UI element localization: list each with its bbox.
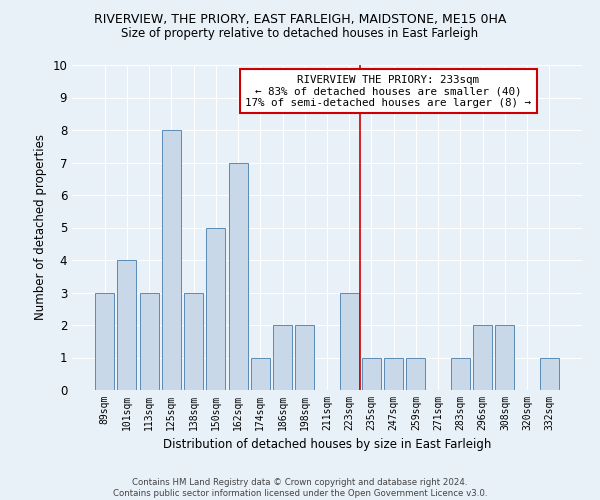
Text: RIVERVIEW, THE PRIORY, EAST FARLEIGH, MAIDSTONE, ME15 0HA: RIVERVIEW, THE PRIORY, EAST FARLEIGH, MA… bbox=[94, 12, 506, 26]
Bar bbox=[496, 325, 514, 390]
Bar bbox=[251, 358, 270, 390]
Bar bbox=[206, 228, 225, 390]
Bar bbox=[229, 162, 248, 390]
Bar bbox=[95, 292, 114, 390]
Bar bbox=[540, 358, 559, 390]
Bar bbox=[406, 358, 425, 390]
Bar bbox=[273, 325, 292, 390]
Text: Contains HM Land Registry data © Crown copyright and database right 2024.
Contai: Contains HM Land Registry data © Crown c… bbox=[113, 478, 487, 498]
Y-axis label: Number of detached properties: Number of detached properties bbox=[34, 134, 47, 320]
Bar bbox=[140, 292, 158, 390]
Bar bbox=[162, 130, 181, 390]
Text: Size of property relative to detached houses in East Farleigh: Size of property relative to detached ho… bbox=[121, 28, 479, 40]
Bar bbox=[118, 260, 136, 390]
Bar bbox=[295, 325, 314, 390]
Bar bbox=[184, 292, 203, 390]
Bar bbox=[451, 358, 470, 390]
Bar bbox=[384, 358, 403, 390]
Bar bbox=[340, 292, 359, 390]
Text: RIVERVIEW THE PRIORY: 233sqm
← 83% of detached houses are smaller (40)
17% of se: RIVERVIEW THE PRIORY: 233sqm ← 83% of de… bbox=[245, 74, 531, 108]
Bar bbox=[362, 358, 381, 390]
Bar bbox=[473, 325, 492, 390]
X-axis label: Distribution of detached houses by size in East Farleigh: Distribution of detached houses by size … bbox=[163, 438, 491, 452]
